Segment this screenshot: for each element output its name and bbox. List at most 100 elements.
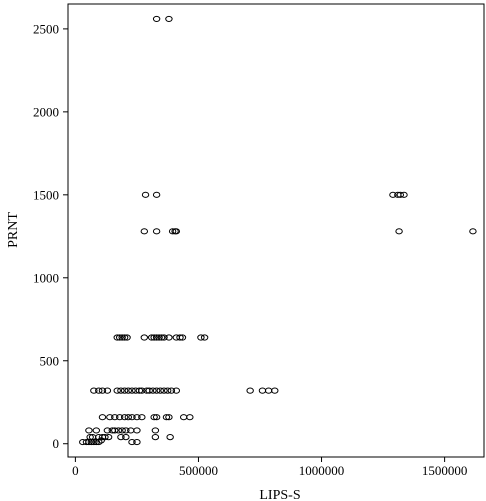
x-tick-label: 1500000 (422, 463, 468, 478)
data-point (138, 387, 146, 394)
data-point (103, 427, 112, 434)
data-point (469, 228, 477, 235)
data-point (152, 191, 161, 198)
data-point (85, 438, 93, 446)
data-point (152, 15, 161, 23)
data-point (156, 387, 165, 394)
data-point (167, 387, 176, 394)
data-point (162, 414, 171, 421)
data-point (163, 387, 172, 394)
y-tick-label: 500 (40, 353, 60, 368)
data-point (152, 334, 161, 341)
data-point (165, 414, 173, 421)
data-point (128, 438, 136, 446)
data-point (124, 414, 133, 421)
x-axis-label: LIPS-S (259, 488, 300, 501)
data-point (120, 334, 129, 341)
data-point (140, 334, 149, 341)
plot-frame (67, 3, 485, 458)
data-point (87, 438, 96, 446)
data-point (138, 414, 146, 421)
data-point (111, 414, 119, 421)
data-point (160, 387, 168, 394)
data-point (389, 191, 397, 198)
y-tick-label: 0 (53, 436, 60, 451)
data-point (101, 433, 109, 441)
data-point (135, 387, 144, 394)
data-point (271, 387, 279, 394)
data-point (133, 427, 141, 434)
data-point (149, 387, 157, 394)
data-point (92, 438, 101, 446)
data-point (115, 334, 124, 341)
data-point (157, 334, 166, 341)
data-point (133, 414, 141, 421)
data-point (186, 414, 194, 421)
data-point (145, 387, 153, 394)
data-point (120, 387, 129, 394)
data-point (106, 414, 114, 421)
data-point (98, 387, 107, 394)
data-point (124, 387, 133, 394)
y-tick-label: 2500 (33, 21, 59, 36)
data-point (151, 433, 160, 441)
data-point (400, 191, 408, 198)
data-point (147, 334, 156, 341)
data-point (104, 433, 113, 441)
data-point (172, 228, 181, 235)
data-point (85, 427, 93, 434)
data-point (97, 437, 105, 444)
data-point (140, 228, 149, 235)
data-point (150, 414, 158, 421)
data-point (176, 334, 184, 341)
data-point (160, 334, 168, 341)
data-point (117, 433, 125, 441)
y-tick-label: 1000 (33, 270, 59, 285)
data-point (133, 438, 141, 446)
data-point (118, 427, 126, 434)
data-point (122, 427, 130, 434)
data-point (90, 438, 98, 446)
x-tick-label: 0 (72, 463, 79, 478)
data-point (95, 438, 103, 446)
data-point (127, 427, 135, 434)
data-point (123, 334, 131, 341)
data-point (128, 414, 136, 421)
data-point (98, 414, 107, 421)
data-point (103, 387, 112, 394)
data-point (152, 387, 161, 394)
y-tick-label: 1500 (33, 187, 59, 202)
data-point (197, 334, 205, 341)
data-point (141, 191, 150, 198)
data-point (90, 387, 98, 394)
data-point (200, 334, 209, 341)
data-point (172, 387, 181, 394)
data-point (152, 228, 161, 235)
data-point (179, 414, 188, 421)
data-point (92, 427, 101, 434)
data-point (166, 433, 174, 441)
data-point (118, 334, 126, 341)
data-point (128, 387, 136, 394)
data-point (165, 15, 173, 23)
data-point (113, 387, 121, 394)
data-point (178, 334, 187, 341)
data-point (115, 414, 124, 421)
data-point (117, 387, 125, 394)
data-point (122, 433, 130, 441)
data-point (165, 334, 173, 341)
data-point (152, 414, 161, 421)
data-point (395, 228, 403, 235)
data-point (95, 387, 103, 394)
data-point (396, 191, 405, 198)
data-point (82, 438, 91, 446)
data-point (246, 387, 254, 394)
x-tick-label: 1000000 (299, 463, 345, 478)
data-point (120, 414, 129, 421)
data-point (113, 334, 121, 341)
data-point (111, 427, 119, 434)
data-point (114, 427, 123, 434)
data-point (150, 334, 158, 341)
data-point (264, 387, 273, 394)
